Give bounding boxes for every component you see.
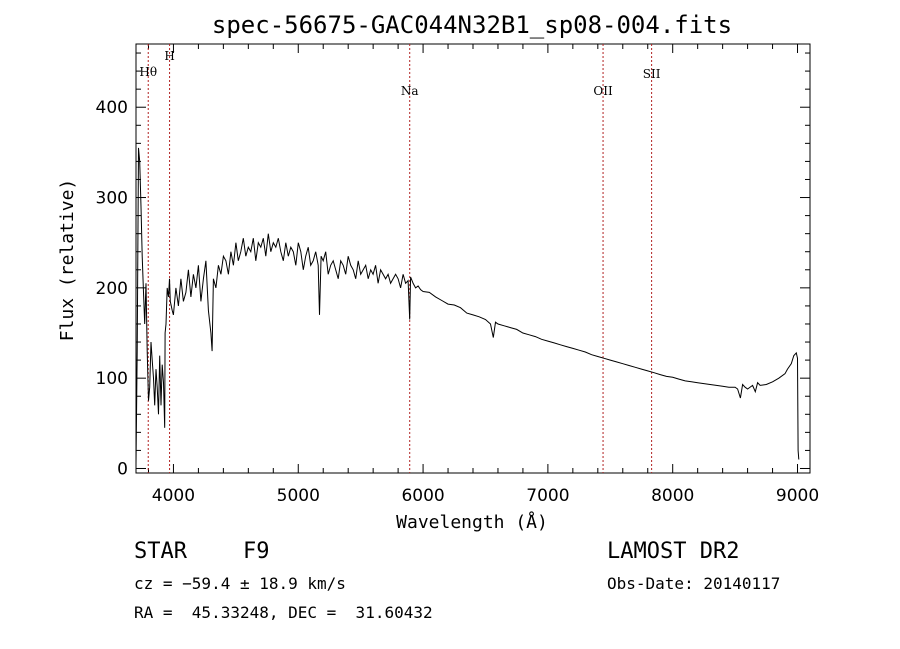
plot-frame — [135, 43, 811, 474]
object-class: STAR — [134, 539, 187, 564]
y-tick-label: 200 — [96, 279, 128, 299]
spectral-line-label: Na — [401, 84, 419, 98]
spectral-line-markers: Hθ H Na OII SII — [139, 44, 661, 473]
obs-date-text: Obs-Date: 20140117 — [607, 574, 781, 593]
plot-area: 4000 5000 6000 7000 8000 9000 0 100 200 300 400 Hθ… — [96, 43, 819, 506]
x-tick-label: 5000 — [277, 486, 320, 506]
redshift-text: cz = −59.4 ± 18.9 km/s — [134, 574, 346, 593]
x-axis-label: Wavelength (Å) — [396, 511, 548, 533]
x-tick-label: 9000 — [776, 486, 819, 506]
survey-name: LAMOST DR2 — [607, 539, 740, 564]
x-tick-label: 6000 — [401, 486, 444, 506]
spectral-line-label: SII — [643, 67, 661, 81]
chart-title: spec-56675-GAC044N32B1_sp08-004.fits — [212, 11, 732, 39]
axis-ticks: 4000 5000 6000 7000 8000 9000 0 100 200 300 400 — [96, 44, 819, 506]
spectral-line-label: Hθ — [139, 65, 157, 79]
x-tick-label: 8000 — [651, 486, 694, 506]
coordinates-text: RA = 45.33248, DEC = 31.60432 — [134, 603, 433, 622]
y-axis-label: Flux (relative) — [57, 179, 78, 342]
x-tick-label: 4000 — [152, 486, 195, 506]
y-tick-label: 0 — [117, 459, 128, 479]
y-tick-label: 300 — [96, 189, 128, 209]
y-tick-label: 400 — [96, 98, 128, 118]
object-subclass: F9 — [243, 539, 270, 564]
spectral-line-label: OII — [593, 84, 613, 98]
spectral-line-label: H — [164, 49, 174, 63]
spectrum-line — [135, 147, 800, 465]
y-tick-label: 100 — [96, 369, 128, 389]
x-tick-label: 7000 — [526, 486, 569, 506]
